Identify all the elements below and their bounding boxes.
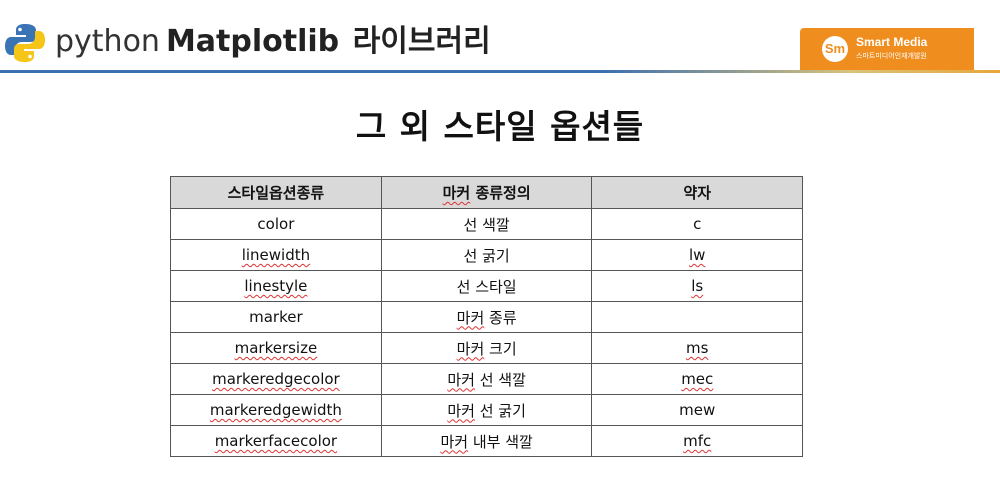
marker-word: 마커 <box>447 401 475 420</box>
cell-abbreviation-text: lw <box>689 246 706 264</box>
smart-media-logo-icon: Sm <box>822 36 848 62</box>
cell-definition-text: 마커 내부 색깔 <box>440 433 532 451</box>
definition-rest: 선 굵기 <box>474 401 526 420</box>
cell-definition-text: 마커 선 색깔 <box>447 371 526 389</box>
brand-tagline: 스마트미디어인재개발원 <box>856 52 927 60</box>
cell-abbreviation <box>591 301 803 333</box>
slide-title: 그 외 스타일 옵션들 <box>355 107 645 146</box>
marker-word: 마커 <box>447 370 475 389</box>
cell-abbreviation-text: mfc <box>683 432 712 450</box>
cell-option-type: markerfacecolor <box>170 425 382 457</box>
cell-definition-text: 마커 종류 <box>457 309 517 327</box>
cell-abbreviation-text: ms <box>686 339 709 357</box>
column-header-definition: 마커 종류정의 <box>380 176 593 209</box>
header-divider <box>0 70 1000 73</box>
cell-abbreviation: ms <box>591 332 803 364</box>
cell-option-type-text: color <box>257 215 295 233</box>
cell-option-type: markeredgewidth <box>170 394 382 426</box>
table-row: markeredgewidth 마커 선 굵기 mew <box>170 394 803 426</box>
cell-option-type: color <box>170 208 382 240</box>
header-suffix: 라이브러리 <box>352 24 491 59</box>
python-logo-icon <box>5 24 45 62</box>
cell-abbreviation-text: c <box>693 215 702 233</box>
cell-option-type: marker <box>170 301 382 333</box>
table-row: linewidth 선 굵기 lw <box>170 239 803 271</box>
table-row: color 선 색깔 c <box>170 208 803 240</box>
style-options-table: 스타일옵션종류 마커 종류정의 약자 color 선 색깔 c linewidth 선 … <box>170 176 803 457</box>
cell-definition: 선 색깔 <box>380 208 593 240</box>
definition-rest: 내부 색깔 <box>468 432 533 451</box>
cell-option-type: markersize <box>170 332 382 364</box>
marker-word: 마커 <box>440 432 469 451</box>
header-library: Matplotlib <box>165 24 340 59</box>
cell-abbreviation-text: ls <box>691 277 704 295</box>
marker-word: 마커 <box>456 339 485 358</box>
cell-abbreviation: mew <box>591 394 803 426</box>
header-prefix: python <box>55 24 160 59</box>
cell-definition: 선 스타일 <box>380 270 593 302</box>
definition-rest: 크기 <box>484 339 517 358</box>
cell-option-type-text: markeredgecolor <box>212 370 340 388</box>
header-word-rest: 종류정의 <box>470 184 531 202</box>
cell-option-type: markeredgecolor <box>170 363 382 395</box>
column-header-option-type: 스타일옵션종류 <box>170 176 382 209</box>
table-row: markeredgecolor 마커 선 색깔 mec <box>170 363 803 395</box>
cell-option-type-text: markeredgewidth <box>209 401 342 419</box>
cell-option-type-text: markersize <box>234 339 318 357</box>
header-word-marker: 마커 <box>442 184 471 202</box>
cell-definition: 마커 선 굵기 <box>380 394 593 426</box>
definition-rest: 선 색깔 <box>474 370 526 389</box>
cell-option-type: linewidth <box>170 239 382 271</box>
cell-option-type: linestyle <box>170 270 382 302</box>
column-header-abbreviation: 약자 <box>591 176 803 209</box>
table-row: markersize 마커 크기 ms <box>170 332 803 364</box>
cell-definition: 마커 내부 색깔 <box>380 425 593 457</box>
cell-option-type-text: linestyle <box>244 277 308 295</box>
cell-definition: 선 굵기 <box>380 239 593 271</box>
cell-definition: 마커 종류 <box>380 301 593 333</box>
cell-abbreviation-text: mew <box>679 401 716 419</box>
cell-option-type-text: markerfacecolor <box>214 432 338 450</box>
cell-abbreviation-text: mec <box>681 370 714 388</box>
cell-abbreviation: mec <box>591 363 803 395</box>
table-header-row: 스타일옵션종류 마커 종류정의 약자 <box>170 176 803 209</box>
brand-badge: Sm Smart Media 스마트미디어인재개발원 <box>800 28 974 70</box>
table-row: markerfacecolor 마커 내부 색깔 mfc <box>170 425 803 457</box>
cell-option-type-text: linewidth <box>241 246 311 264</box>
table-row: linestyle 선 스타일 ls <box>170 270 803 302</box>
cell-definition-text: 선 스타일 <box>456 277 517 296</box>
slide-header: python Matplotlib 라이브러리 Sm Smart Media 스마… <box>0 0 1000 78</box>
marker-word: 마커 <box>456 308 485 327</box>
cell-definition-text: 선 굵기 <box>463 246 510 265</box>
cell-abbreviation: lw <box>591 239 803 271</box>
cell-definition-text: 마커 선 굵기 <box>447 402 526 420</box>
cell-definition: 마커 선 색깔 <box>380 363 593 395</box>
cell-abbreviation: mfc <box>591 425 803 457</box>
table-row: marker 마커 종류 <box>170 301 803 333</box>
definition-rest: 종류 <box>484 308 517 327</box>
cell-definition-text: 마커 크기 <box>457 340 517 358</box>
cell-definition: 마커 크기 <box>380 332 593 364</box>
cell-abbreviation: c <box>591 208 803 240</box>
cell-definition-text: 선 색깔 <box>463 215 510 234</box>
brand-name: Smart Media <box>856 35 928 49</box>
cell-abbreviation: ls <box>591 270 803 302</box>
header-title: python Matplotlib 라이브러리 <box>55 22 491 62</box>
cell-option-type-text: marker <box>249 308 303 326</box>
